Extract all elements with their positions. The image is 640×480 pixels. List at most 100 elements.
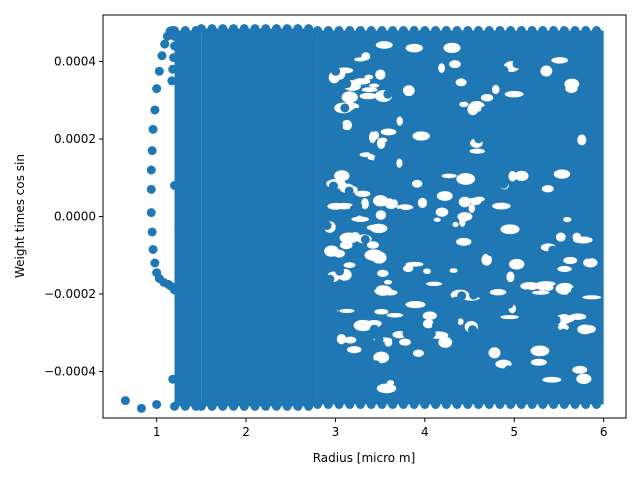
data-point — [485, 357, 495, 367]
point-gap — [488, 347, 501, 359]
data-point — [442, 126, 452, 136]
point-gap — [569, 313, 587, 320]
data-point — [148, 244, 158, 254]
point-gap — [473, 196, 485, 202]
data-point — [581, 399, 591, 409]
data-point — [431, 26, 441, 35]
point-gap — [530, 358, 547, 366]
point-gap — [506, 271, 515, 283]
data-point — [467, 325, 477, 335]
data-point — [148, 124, 158, 134]
data-point — [480, 70, 490, 80]
data-point — [409, 399, 419, 409]
point-gap — [531, 290, 550, 295]
point-gap — [334, 170, 350, 182]
point-gap — [364, 249, 384, 261]
point-gap — [412, 349, 424, 357]
y-tick-label: −0.0004 — [44, 365, 96, 379]
data-point — [304, 24, 314, 34]
point-gap — [557, 265, 572, 273]
data-point — [481, 216, 491, 226]
point-gap — [402, 85, 415, 97]
x-axis: 1 2 3 4 5 6 — [153, 418, 607, 439]
y-axis-label: Weight times cos sin — [13, 154, 27, 278]
data-point — [371, 360, 381, 370]
y-tick-label: −0.0002 — [44, 287, 96, 301]
data-point — [334, 399, 344, 409]
point-gap — [553, 169, 571, 179]
data-point — [344, 186, 354, 196]
point-gap — [366, 224, 386, 231]
data-point — [568, 272, 578, 282]
point-gap — [375, 210, 387, 220]
data-point — [532, 367, 542, 377]
data-point — [366, 26, 376, 35]
data-point — [591, 26, 601, 35]
data-point — [501, 73, 511, 83]
data-point — [378, 48, 388, 58]
point-gap — [396, 204, 414, 211]
data-point — [420, 399, 430, 409]
data-point — [502, 158, 512, 168]
point-gap — [583, 257, 598, 268]
point-gap — [572, 232, 582, 242]
data-point — [152, 268, 162, 278]
data-point — [409, 26, 419, 35]
point-gap — [375, 69, 386, 80]
data-point — [551, 315, 561, 325]
data-point — [341, 377, 351, 387]
data-point — [516, 399, 526, 409]
data-point — [229, 24, 239, 34]
data-point — [345, 26, 355, 35]
data-point — [207, 24, 217, 34]
point-gap — [366, 241, 379, 249]
dense-point-region — [174, 30, 202, 407]
data-point — [581, 26, 591, 35]
data-point — [366, 399, 376, 409]
point-gap — [368, 131, 377, 144]
data-point — [474, 134, 484, 144]
data-point — [473, 399, 483, 409]
data-point — [486, 247, 496, 257]
point-gap — [422, 311, 437, 320]
data-point — [147, 227, 157, 237]
point-gap — [514, 170, 529, 182]
data-point — [271, 24, 281, 34]
y-tick-label: 0.0002 — [54, 132, 96, 146]
data-point — [174, 223, 184, 233]
data-point — [340, 103, 350, 113]
data-point — [152, 399, 162, 409]
point-gap — [583, 325, 596, 334]
data-point — [449, 316, 459, 326]
data-point — [250, 24, 260, 34]
point-gap — [374, 308, 389, 315]
data-point — [435, 163, 445, 173]
x-tick-label: 5 — [510, 425, 518, 439]
data-point — [146, 208, 156, 218]
data-point — [570, 399, 580, 409]
data-point — [250, 401, 260, 411]
point-gap — [481, 253, 492, 266]
point-gap — [540, 65, 553, 77]
data-point — [400, 125, 410, 135]
data-point — [239, 401, 249, 411]
point-gap — [361, 52, 371, 61]
data-point — [168, 64, 178, 74]
data-point — [323, 399, 333, 409]
data-point — [580, 106, 590, 116]
data-point — [578, 167, 588, 177]
data-point — [196, 24, 206, 34]
y-tick-label: 0.0000 — [54, 210, 96, 224]
data-point — [559, 399, 569, 409]
point-gap — [436, 191, 453, 201]
point-gap — [396, 116, 403, 126]
point-gap — [334, 202, 354, 210]
point-gap — [438, 336, 453, 348]
data-point — [282, 24, 292, 34]
point-gap — [459, 215, 466, 227]
point-gap — [364, 74, 374, 80]
data-point — [447, 179, 457, 189]
data-point — [474, 169, 484, 179]
x-tick-label: 2 — [242, 425, 250, 439]
data-point — [504, 299, 514, 309]
